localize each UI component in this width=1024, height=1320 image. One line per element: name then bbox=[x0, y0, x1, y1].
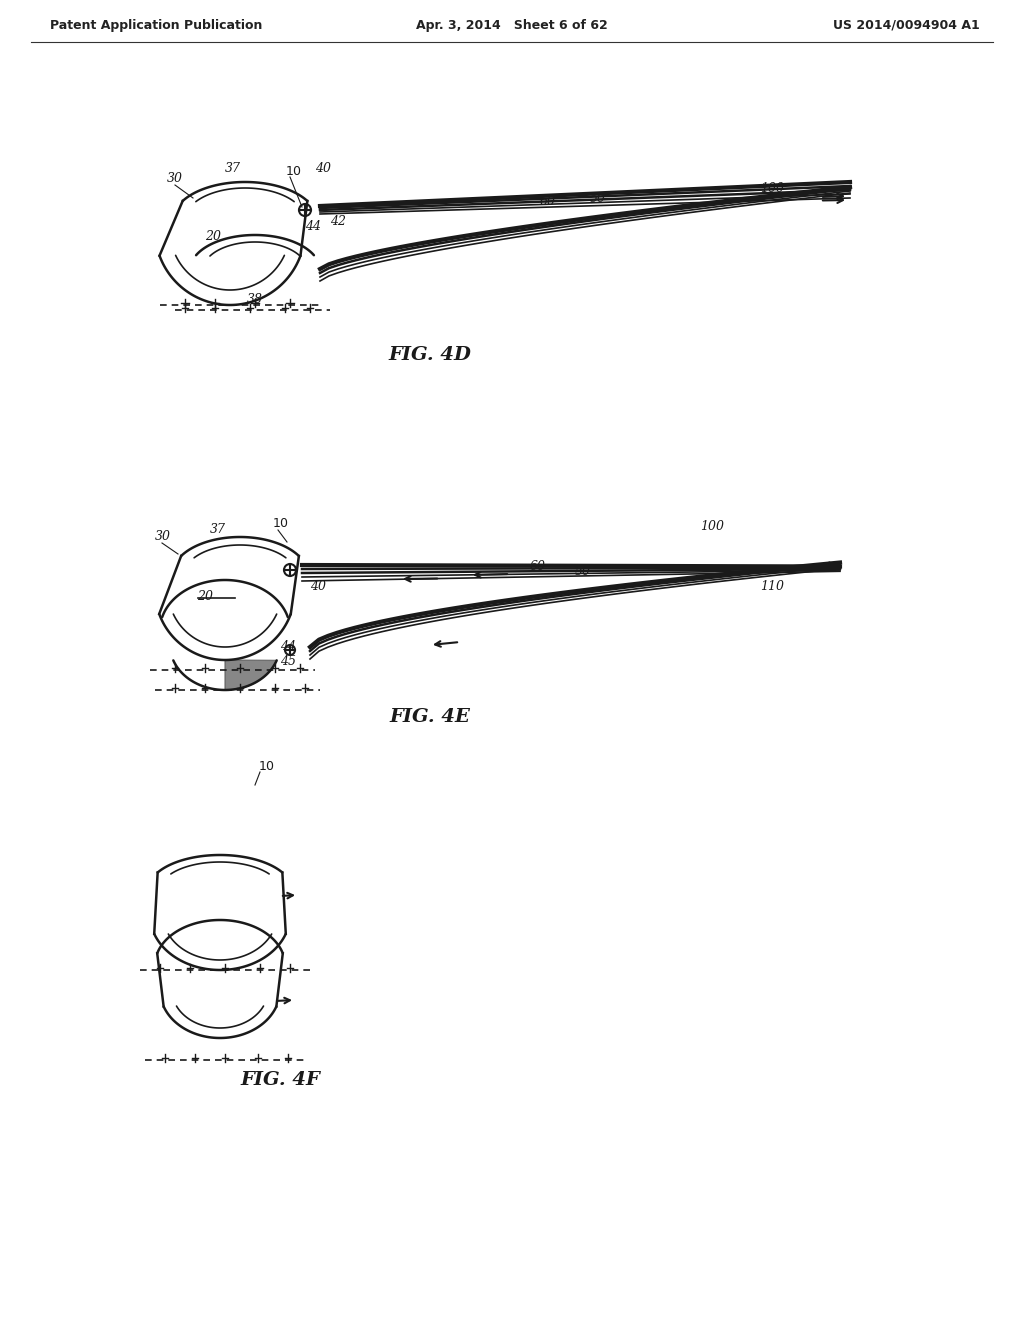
Text: 30: 30 bbox=[155, 531, 171, 543]
Text: 60: 60 bbox=[540, 195, 556, 209]
Text: 37: 37 bbox=[225, 162, 241, 176]
Text: 60: 60 bbox=[530, 560, 546, 573]
Text: FIG. 4D: FIG. 4D bbox=[388, 346, 471, 364]
Text: 42: 42 bbox=[330, 215, 346, 228]
Text: 45: 45 bbox=[280, 655, 296, 668]
Text: 20: 20 bbox=[197, 590, 213, 603]
Text: 37: 37 bbox=[210, 523, 226, 536]
Text: 30: 30 bbox=[167, 172, 183, 185]
Text: $\mathit{10}$: $\mathit{10}$ bbox=[285, 165, 302, 178]
Text: 100: 100 bbox=[700, 520, 724, 533]
Text: 40: 40 bbox=[310, 579, 326, 593]
Text: Apr. 3, 2014   Sheet 6 of 62: Apr. 3, 2014 Sheet 6 of 62 bbox=[416, 18, 608, 32]
Text: 38: 38 bbox=[247, 293, 263, 306]
Text: $\mathit{10}$: $\mathit{10}$ bbox=[258, 760, 275, 774]
Text: 40: 40 bbox=[315, 162, 331, 176]
Text: 100: 100 bbox=[760, 182, 784, 195]
Text: FIG. 4F: FIG. 4F bbox=[240, 1071, 319, 1089]
Text: $\mathit{10}$: $\mathit{10}$ bbox=[272, 517, 289, 531]
Text: 44: 44 bbox=[305, 220, 321, 234]
Text: 50: 50 bbox=[575, 565, 591, 578]
Text: 50: 50 bbox=[590, 191, 606, 205]
Text: 44: 44 bbox=[280, 640, 296, 653]
Text: US 2014/0094904 A1: US 2014/0094904 A1 bbox=[834, 18, 980, 32]
Text: FIG. 4E: FIG. 4E bbox=[389, 708, 470, 726]
Text: 20: 20 bbox=[205, 230, 221, 243]
Text: 110: 110 bbox=[760, 579, 784, 593]
Polygon shape bbox=[225, 660, 276, 690]
Text: Patent Application Publication: Patent Application Publication bbox=[50, 18, 262, 32]
